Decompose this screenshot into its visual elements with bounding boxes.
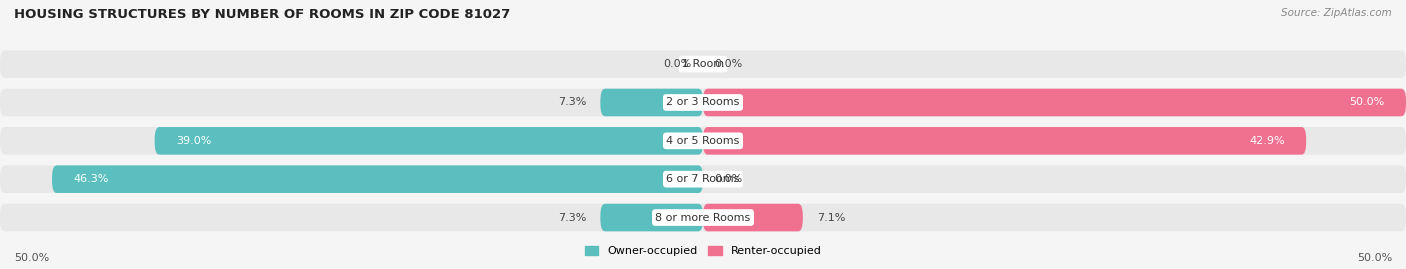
Text: Source: ZipAtlas.com: Source: ZipAtlas.com (1281, 8, 1392, 18)
Text: 46.3%: 46.3% (73, 174, 108, 184)
Text: 7.3%: 7.3% (558, 213, 586, 222)
FancyBboxPatch shape (0, 165, 1406, 193)
Text: HOUSING STRUCTURES BY NUMBER OF ROOMS IN ZIP CODE 81027: HOUSING STRUCTURES BY NUMBER OF ROOMS IN… (14, 8, 510, 21)
Text: 6 or 7 Rooms: 6 or 7 Rooms (666, 174, 740, 184)
FancyBboxPatch shape (52, 165, 703, 193)
FancyBboxPatch shape (600, 204, 703, 231)
FancyBboxPatch shape (703, 89, 1406, 116)
Text: 39.0%: 39.0% (176, 136, 211, 146)
FancyBboxPatch shape (0, 89, 1406, 116)
Text: 42.9%: 42.9% (1250, 136, 1285, 146)
Text: 7.3%: 7.3% (558, 97, 586, 108)
Text: 4 or 5 Rooms: 4 or 5 Rooms (666, 136, 740, 146)
Legend: Owner-occupied, Renter-occupied: Owner-occupied, Renter-occupied (581, 241, 825, 261)
Text: 0.0%: 0.0% (714, 59, 742, 69)
Text: 0.0%: 0.0% (664, 59, 692, 69)
FancyBboxPatch shape (703, 127, 1306, 155)
Text: 7.1%: 7.1% (817, 213, 845, 222)
Text: 50.0%: 50.0% (1350, 97, 1385, 108)
Text: 1 Room: 1 Room (682, 59, 724, 69)
FancyBboxPatch shape (600, 89, 703, 116)
FancyBboxPatch shape (703, 204, 803, 231)
Text: 0.0%: 0.0% (714, 174, 742, 184)
FancyBboxPatch shape (155, 127, 703, 155)
Text: 2 or 3 Rooms: 2 or 3 Rooms (666, 97, 740, 108)
Text: 50.0%: 50.0% (1357, 253, 1392, 263)
Text: 8 or more Rooms: 8 or more Rooms (655, 213, 751, 222)
Text: 50.0%: 50.0% (14, 253, 49, 263)
FancyBboxPatch shape (0, 127, 1406, 155)
FancyBboxPatch shape (0, 50, 1406, 78)
FancyBboxPatch shape (0, 204, 1406, 231)
